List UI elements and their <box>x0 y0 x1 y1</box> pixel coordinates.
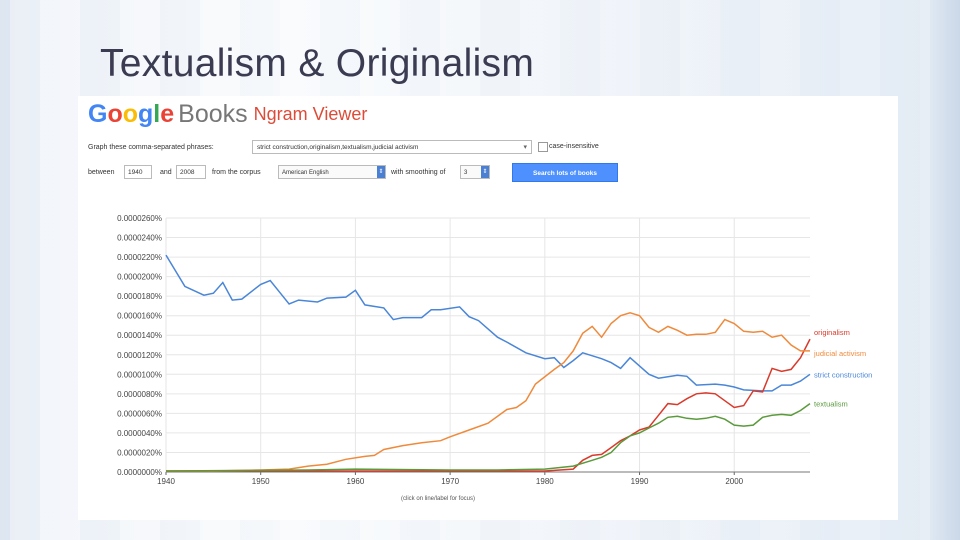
x-tick-label: 1980 <box>536 477 554 486</box>
y-tick-label: 0.0000080% <box>117 390 162 399</box>
phrases-label: Graph these comma-separated phrases: <box>88 144 214 151</box>
series-line-strict-construction <box>165 254 811 392</box>
x-tick-label: 1940 <box>157 477 175 486</box>
x-tick-label: 1950 <box>252 477 270 486</box>
y-tick-label: 0.0000180% <box>117 292 162 301</box>
series-line-textualism <box>165 402 811 472</box>
smoothing-value: 3 <box>464 170 468 176</box>
phrases-input[interactable]: strict construction,originalism,textuali… <box>252 140 532 154</box>
case-insensitive-checkbox[interactable] <box>538 142 548 152</box>
ngram-chart: 0.0000260% 0.0000240% 0.0000220% 0.0000200%… <box>117 214 872 502</box>
y-tick-label: 0.0000140% <box>117 331 162 340</box>
y-tick-label: 0.0000200% <box>117 273 162 282</box>
books-wordmark: Books <box>178 100 248 128</box>
phrases-value: strict construction,originalism,textuali… <box>257 144 419 151</box>
select-arrow-icon: ⇕ <box>481 166 489 178</box>
start-year-input[interactable]: 1940 <box>124 165 152 179</box>
y-tick-label: 0.0000040% <box>117 429 162 438</box>
x-tick-label: 1990 <box>631 477 649 486</box>
x-tick-label: 1960 <box>347 477 365 486</box>
slide-title: Textualism & Originalism <box>100 42 535 85</box>
series-label-textualism: textualism <box>814 400 848 409</box>
and-label: and <box>160 169 172 176</box>
end-year-input[interactable]: 2008 <box>176 165 206 179</box>
ngram-viewer-panel: Google Books Ngram Viewer Graph these comm… <box>78 96 898 520</box>
app-name: Ngram Viewer <box>253 104 368 124</box>
corpus-label: from the corpus <box>212 169 261 176</box>
y-tick-label: 0.0000060% <box>117 409 162 418</box>
x-tick-label: 2000 <box>725 477 743 486</box>
y-tick-label: 0.0000120% <box>117 351 162 360</box>
corpus-select[interactable]: American English ⇕ <box>278 165 386 179</box>
y-tick-label: 0.0000220% <box>117 253 162 262</box>
series-line-originalism <box>166 338 811 472</box>
search-button[interactable]: Search lots of books <box>512 163 618 182</box>
google-wordmark: Google <box>88 100 175 128</box>
corpus-value: American English <box>282 170 329 176</box>
y-tick-label: 0.0000160% <box>117 312 162 321</box>
y-tick-label: 0.0000260% <box>117 214 162 223</box>
y-tick-label: 0.0000240% <box>117 234 162 243</box>
y-tick-label: 0.0000100% <box>117 370 162 379</box>
google-books-logo: Google Books Ngram Viewer <box>88 100 367 129</box>
slide-right-edge <box>930 0 960 540</box>
between-label: between <box>88 169 115 176</box>
chevron-down-icon[interactable]: ▾ <box>523 144 527 151</box>
case-insensitive-label: case-insensitive <box>549 143 599 150</box>
series-line-judicial-activism <box>166 312 810 472</box>
x-tick-label: 1970 <box>441 477 459 486</box>
chart-footnote: (click on line/label for focus) <box>401 496 475 502</box>
series-label-strict-construction: strict construction <box>814 370 872 379</box>
select-arrow-icon: ⇕ <box>377 166 385 178</box>
slide-left-bar <box>0 0 10 540</box>
y-tick-label: 0.0000000% <box>117 468 162 477</box>
y-tick-label: 0.0000020% <box>117 448 162 457</box>
series-label-originalism: originalism <box>814 328 850 337</box>
smoothing-label: with smoothing of <box>391 169 446 176</box>
smoothing-select[interactable]: 3 ⇕ <box>460 165 490 179</box>
series-label-judicial-activism: judicial activism <box>813 349 866 358</box>
